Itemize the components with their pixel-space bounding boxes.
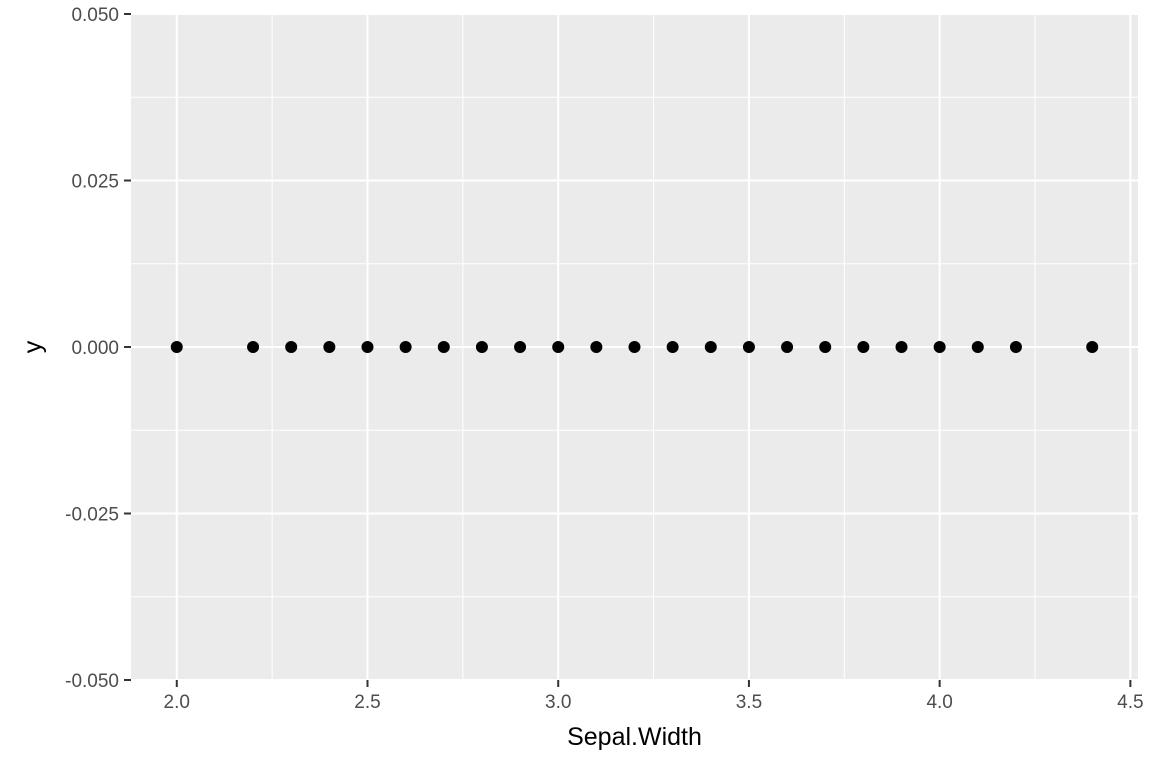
data-point	[704, 341, 717, 353]
data-point	[247, 341, 260, 353]
y-tick-label: 0.050	[71, 5, 119, 26]
x-tick-label: 2.5	[354, 692, 380, 713]
data-point	[590, 341, 603, 353]
y-tick-label: -0.025	[65, 505, 119, 526]
data-point	[514, 341, 527, 353]
data-point	[1086, 341, 1099, 353]
data-point	[475, 341, 488, 353]
data-point	[781, 341, 794, 353]
x-tick-label: 4.5	[1117, 692, 1143, 713]
data-point	[819, 341, 832, 353]
data-point	[361, 341, 374, 353]
data-point	[895, 341, 908, 353]
data-point	[857, 341, 870, 353]
data-point	[552, 341, 565, 353]
y-axis-ticks: 0.050 0.025 0.000 -0.025 -0.050	[65, 5, 131, 692]
x-axis-title: Sepal.Width	[567, 723, 702, 751]
data-points	[170, 341, 1099, 353]
data-point	[933, 341, 946, 353]
data-point	[399, 341, 412, 353]
data-point	[742, 341, 755, 353]
data-point	[971, 341, 984, 353]
x-axis-ticks: 2.0 2.5 3.0 3.5 4.0 4.5	[164, 680, 1144, 713]
data-point	[285, 341, 298, 353]
x-tick-label: 3.0	[545, 692, 571, 713]
x-tick-label: 3.5	[736, 692, 762, 713]
x-tick-label: 4.0	[926, 692, 952, 713]
data-point	[170, 341, 183, 353]
y-tick-label: 0.000	[71, 338, 119, 359]
y-axis-title: y	[19, 340, 47, 353]
data-point	[628, 341, 641, 353]
data-point	[666, 341, 679, 353]
y-tick-label: 0.025	[71, 172, 119, 193]
data-point	[1009, 341, 1022, 353]
x-tick-label: 2.0	[164, 692, 190, 713]
data-point	[437, 341, 450, 353]
data-point	[323, 341, 336, 353]
y-tick-label: -0.050	[65, 671, 119, 692]
